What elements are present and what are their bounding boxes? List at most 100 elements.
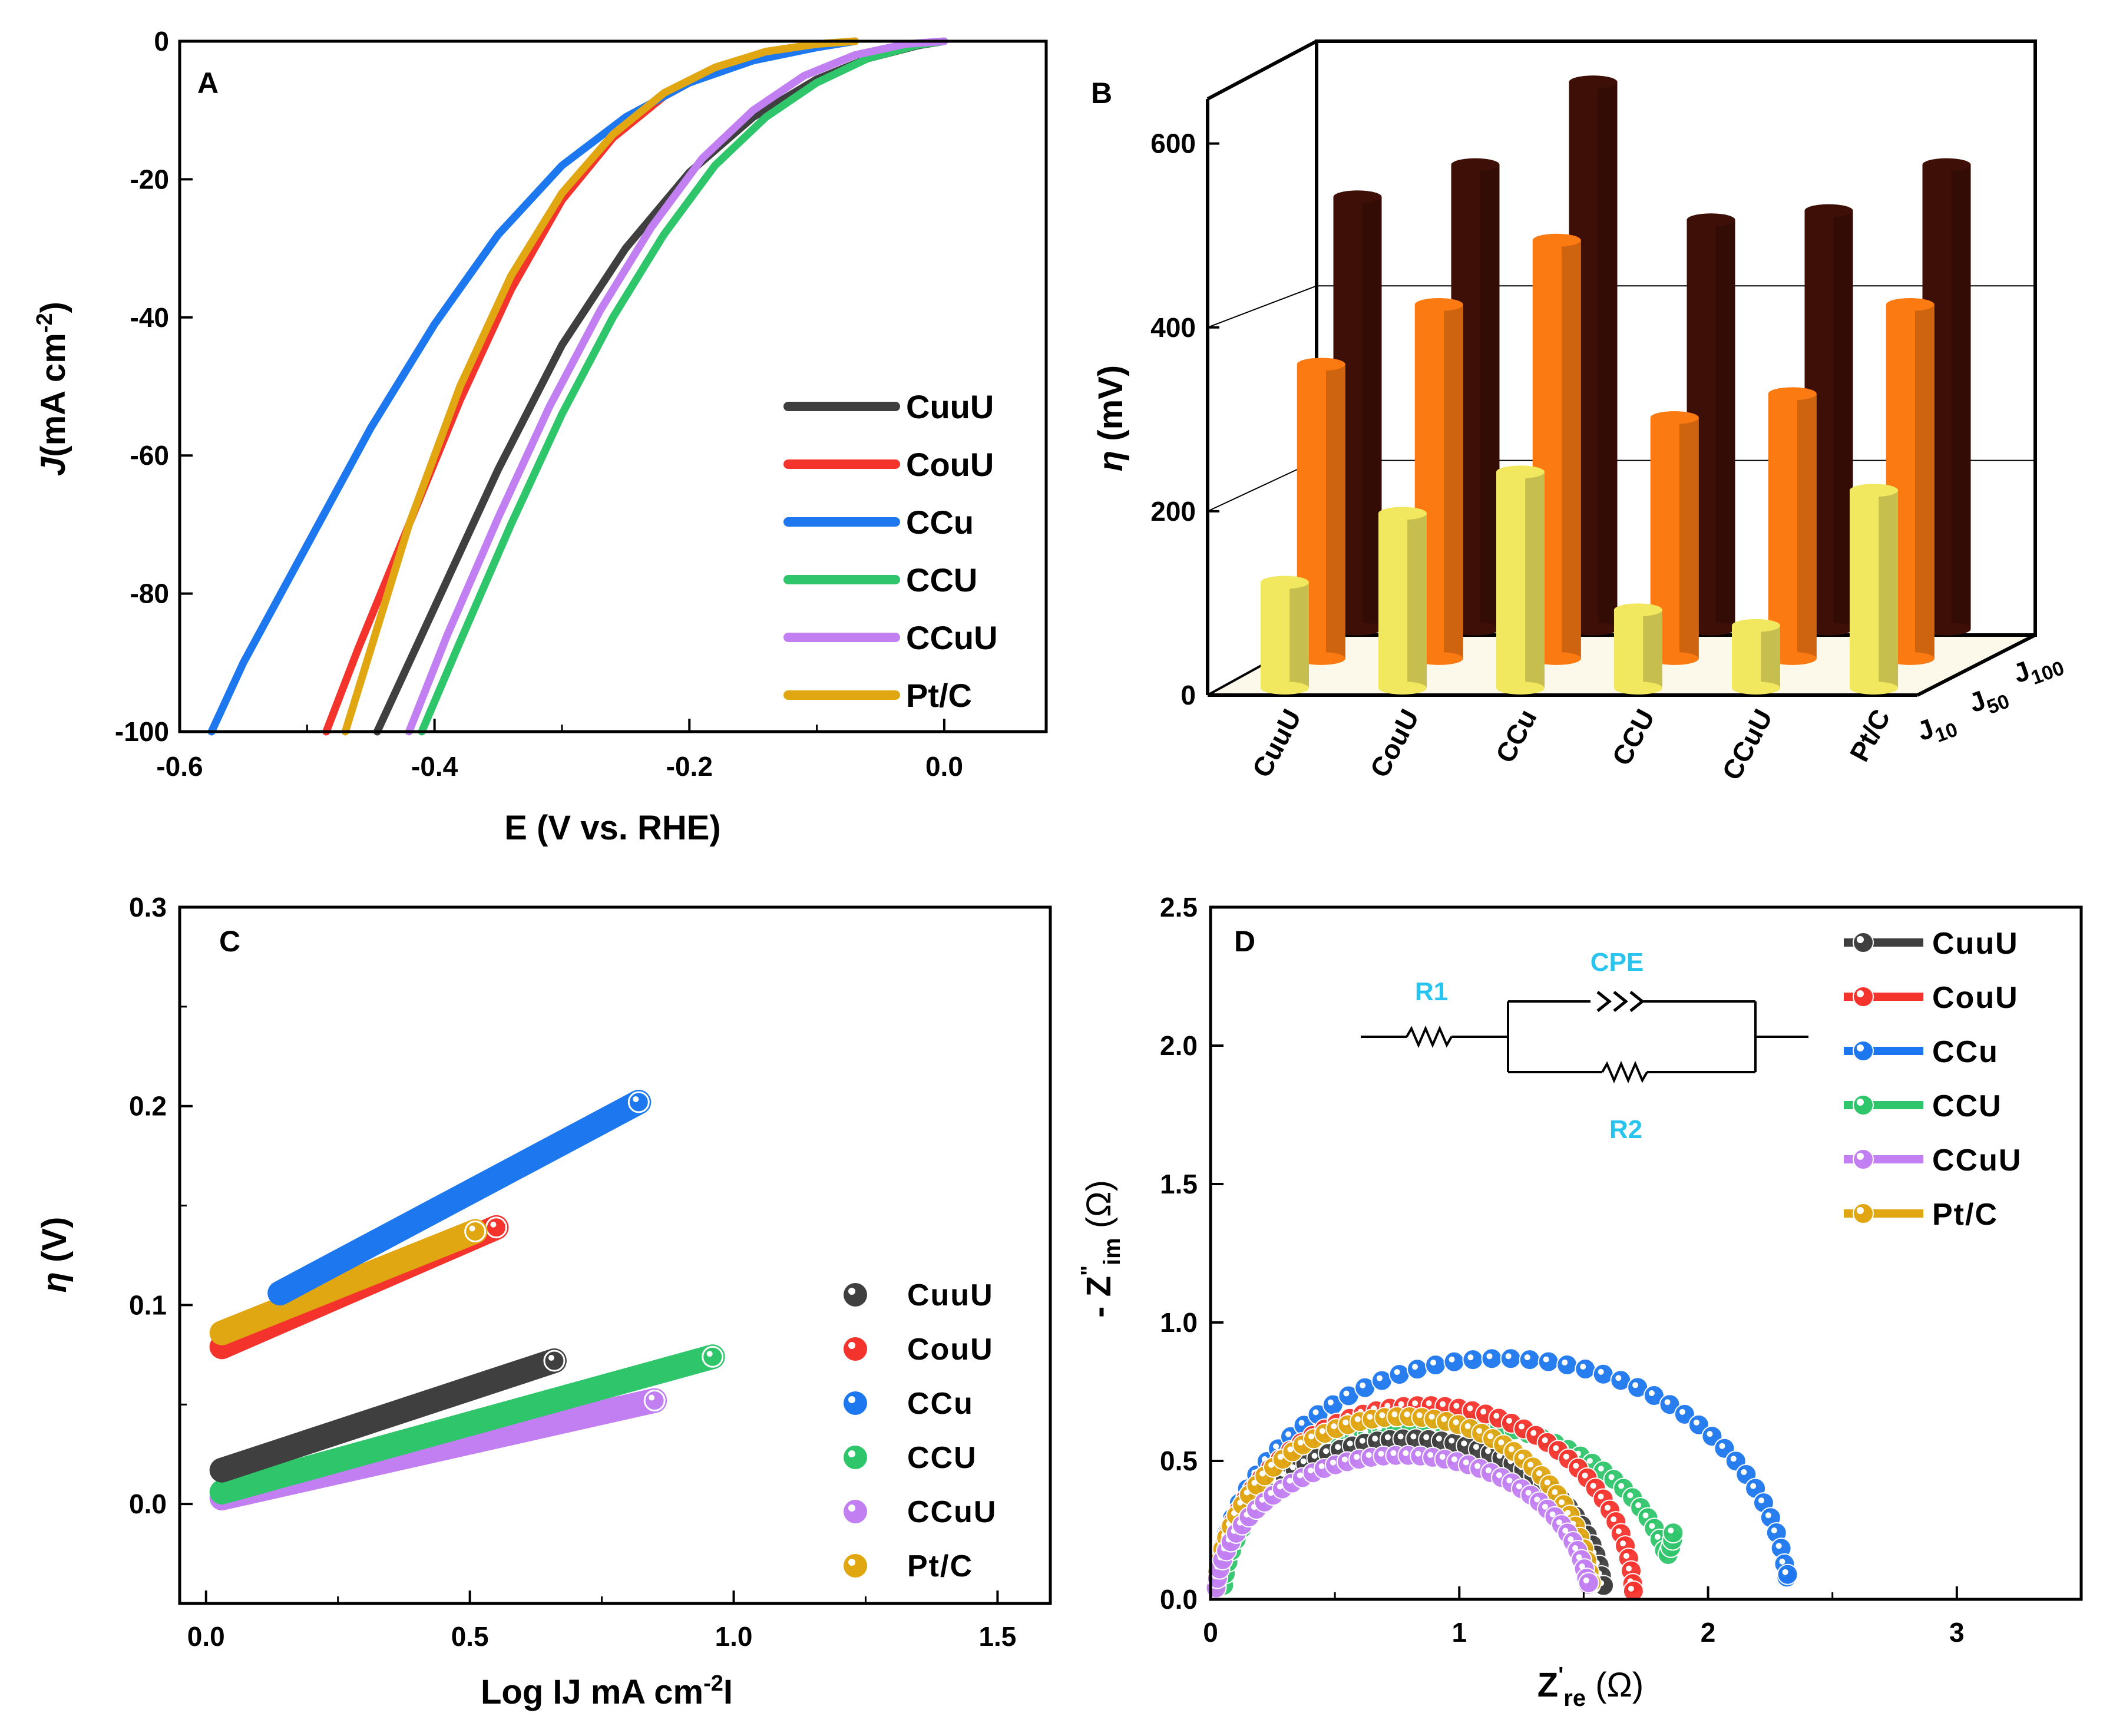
panel-d-legend-marker-highlight-couu xyxy=(1857,990,1864,997)
panel-a-legend-label-couu: CouU xyxy=(906,446,994,483)
panel-d-legend-marker-ccu xyxy=(1853,1040,1874,1062)
panel-b-bars xyxy=(1261,75,1971,695)
panel-d-legend-label-pt-c: Pt/C xyxy=(1932,1198,1998,1232)
panel-d-data-point-highlight xyxy=(1289,1464,1296,1470)
panel-c-x-axis-title-close: I xyxy=(723,1673,733,1711)
panel-b-bar-top-j10-ccu xyxy=(1496,465,1545,479)
panel-c-series-end-point-pt-c xyxy=(464,1220,487,1242)
circuit-cpe-chevron-2 xyxy=(1613,991,1629,1012)
panel-d-data-point-highlight xyxy=(1331,1423,1337,1430)
panel-c-legend-marker-highlight-ccu xyxy=(848,1450,855,1457)
panel-d-data-point-highlight xyxy=(1485,1448,1492,1454)
panel-c: 0.0 0.5 1.0 1.5 0.0 0.1 0.2 0.3 C Log IJ mA cm-… xyxy=(35,892,1052,1711)
panel-c-legend-marker-ccu xyxy=(844,1446,867,1469)
panel-a-legend-label-ccuu: CCuU xyxy=(906,619,998,656)
panel-d-data-point-highlight xyxy=(1580,1364,1586,1370)
panel-b-bar-top-j50-cuuu xyxy=(1297,358,1345,371)
panel-d-data-point-highlight xyxy=(1530,1430,1537,1436)
panel-d-data-point-highlight xyxy=(1312,1409,1319,1416)
panel-c-x-axis-title-exponent: -2 xyxy=(703,1671,723,1696)
panel-b-bar-shade-j50-pt-c xyxy=(1914,305,1935,659)
panel-d-data-point-couu xyxy=(1622,1580,1644,1602)
panel-b-letter: B xyxy=(1091,77,1112,110)
panel-a-legend-label-ccu: CCU xyxy=(906,561,977,598)
panel-b-bar-bottom-j10-ccu xyxy=(1614,682,1662,695)
panel-a-y-axis-title: J(mA cm-2) xyxy=(32,302,72,476)
panel-d-data-point-ccu xyxy=(1462,1349,1484,1371)
panel-b-y-tick-label: 0 xyxy=(1180,680,1196,710)
panel-d-letter: D xyxy=(1234,925,1255,958)
panel-c-series-band-ccu xyxy=(209,1344,725,1504)
panel-a-y-axis-title-close: ) xyxy=(34,302,72,313)
panel-d-data-point-ccu xyxy=(1674,1403,1695,1425)
panel-a-legend-label-ccu: CCu xyxy=(906,504,974,541)
panel-d-data-point-highlight xyxy=(1426,1400,1432,1407)
panel-b-top-left-edge xyxy=(1206,39,1318,101)
panel-d-data-point-highlight xyxy=(1428,1413,1435,1420)
panel-a-y-tick-label: -100 xyxy=(115,716,169,747)
panel-d-frame xyxy=(1209,905,2083,1601)
panel-d-data-point-highlight xyxy=(1765,1512,1771,1519)
panel-c-y-tick-label: 0.0 xyxy=(129,1489,167,1519)
panel-d-x-tick-label: 3 xyxy=(1949,1617,1965,1648)
panel-d-data-point-highlight xyxy=(1376,1375,1383,1381)
panel-a-frame xyxy=(178,39,1048,733)
panel-d-data-point-highlight xyxy=(1287,1446,1294,1453)
panel-d-data-point-highlight xyxy=(1277,1483,1283,1490)
panel-d-legend: CuuU CouU CCu CCU CCuU Pt/C xyxy=(1844,927,2021,1232)
panel-d-data-point-highlight xyxy=(1628,1585,1634,1592)
panel-a-series-line-ccuu xyxy=(405,37,948,736)
panel-d-legend-label-ccu: CCu xyxy=(1932,1035,1999,1069)
panel-d-data-point-highlight xyxy=(1308,1433,1315,1440)
panel-d-y-tick-label: 2.0 xyxy=(1160,1030,1198,1061)
panel-b-bar-bottom-j100-ccuu xyxy=(1804,622,1853,636)
panel-d-data-point-highlight xyxy=(1311,1453,1318,1459)
panel-d-data-point-highlight xyxy=(1605,1504,1611,1511)
panel-a-y-tick-label: -40 xyxy=(130,302,169,333)
panel-d-y-tick-label: 0.5 xyxy=(1160,1446,1198,1476)
panel-d-data-point-ccu xyxy=(1777,1563,1798,1585)
panel-d-data-point-highlight xyxy=(1505,1353,1512,1360)
panel-c-y-axis-title-symbol: η xyxy=(35,1272,74,1292)
panel-a-legend: CuuU CouU CCu CCU CCuU Pt/C xyxy=(783,388,998,714)
panel-b-bar-bottom-j50-cuuu xyxy=(1297,652,1345,665)
panel-d-y-tick-label: 1.0 xyxy=(1160,1307,1198,1338)
panel-d-data-point-highlight xyxy=(1582,1472,1588,1479)
panel-d-data-point-highlight xyxy=(1611,1516,1617,1523)
panel-d-data-point-highlight xyxy=(1552,1489,1558,1495)
panel-a-series-line-pt-c xyxy=(341,37,859,736)
panel-d-y-tick-label: 0.0 xyxy=(1160,1584,1198,1615)
panel-b-bar-top-j10-couu xyxy=(1378,507,1427,520)
panel-d-data-point-highlight xyxy=(1461,1440,1467,1447)
panel-d-legend-marker-highlight-ccu xyxy=(1857,1099,1864,1106)
panel-c-series-end-point-ccu xyxy=(627,1091,650,1113)
panel-b-bar-bottom-j100-cuuu xyxy=(1333,622,1382,636)
panel-d-data-point-ccu xyxy=(1575,1358,1596,1380)
panel-d-data-point-highlight xyxy=(1750,1483,1757,1489)
panel-a-legend-label-cuuu: CuuU xyxy=(906,388,994,425)
panel-d-data-point-highlight xyxy=(1449,1437,1455,1444)
panel-c-x-tick-label: 0.5 xyxy=(451,1621,489,1652)
panel-d-data-point-highlight xyxy=(1758,1497,1764,1504)
panel-d-data-point-highlight xyxy=(1635,1502,1642,1509)
panel-d-data-point-highlight xyxy=(1679,1408,1685,1415)
panel-d-legend-marker-ccu xyxy=(1853,1094,1874,1116)
panel-d-legend-marker-highlight-ccu xyxy=(1857,1044,1864,1051)
panel-d-data-point-highlight xyxy=(1367,1414,1373,1420)
panel-d-data-point-highlight xyxy=(1379,1412,1385,1418)
panel-b-bar-top-j100-pt-c xyxy=(1922,158,1971,171)
circuit-label-cpe: CPE xyxy=(1590,948,1644,977)
panel-d-series-ccuu xyxy=(1205,1444,1599,1599)
panel-c-series-end-point-couu xyxy=(485,1216,507,1239)
panel-d-data-point-highlight xyxy=(1423,1434,1430,1440)
panel-c-x-axis-title: Log IJ mA cm-2I xyxy=(481,1671,733,1711)
panel-c-legend-marker-highlight-couu xyxy=(848,1342,855,1349)
panel-a-axes: -0.6 -0.4 -0.2 0.0 0 -20 -40 -60 -80 -100 xyxy=(115,26,963,782)
panel-d-data-point-highlight xyxy=(1300,1458,1307,1464)
panel-c-legend-label-ccuu: CCuU xyxy=(907,1495,997,1529)
panel-d-data-point-highlight xyxy=(1553,1445,1559,1451)
panel-a-x-tick-label: -0.4 xyxy=(411,751,458,782)
panel-d-x-tick-label: 0 xyxy=(1203,1617,1218,1648)
panel-c-series-band-pt-c xyxy=(209,1219,488,1345)
